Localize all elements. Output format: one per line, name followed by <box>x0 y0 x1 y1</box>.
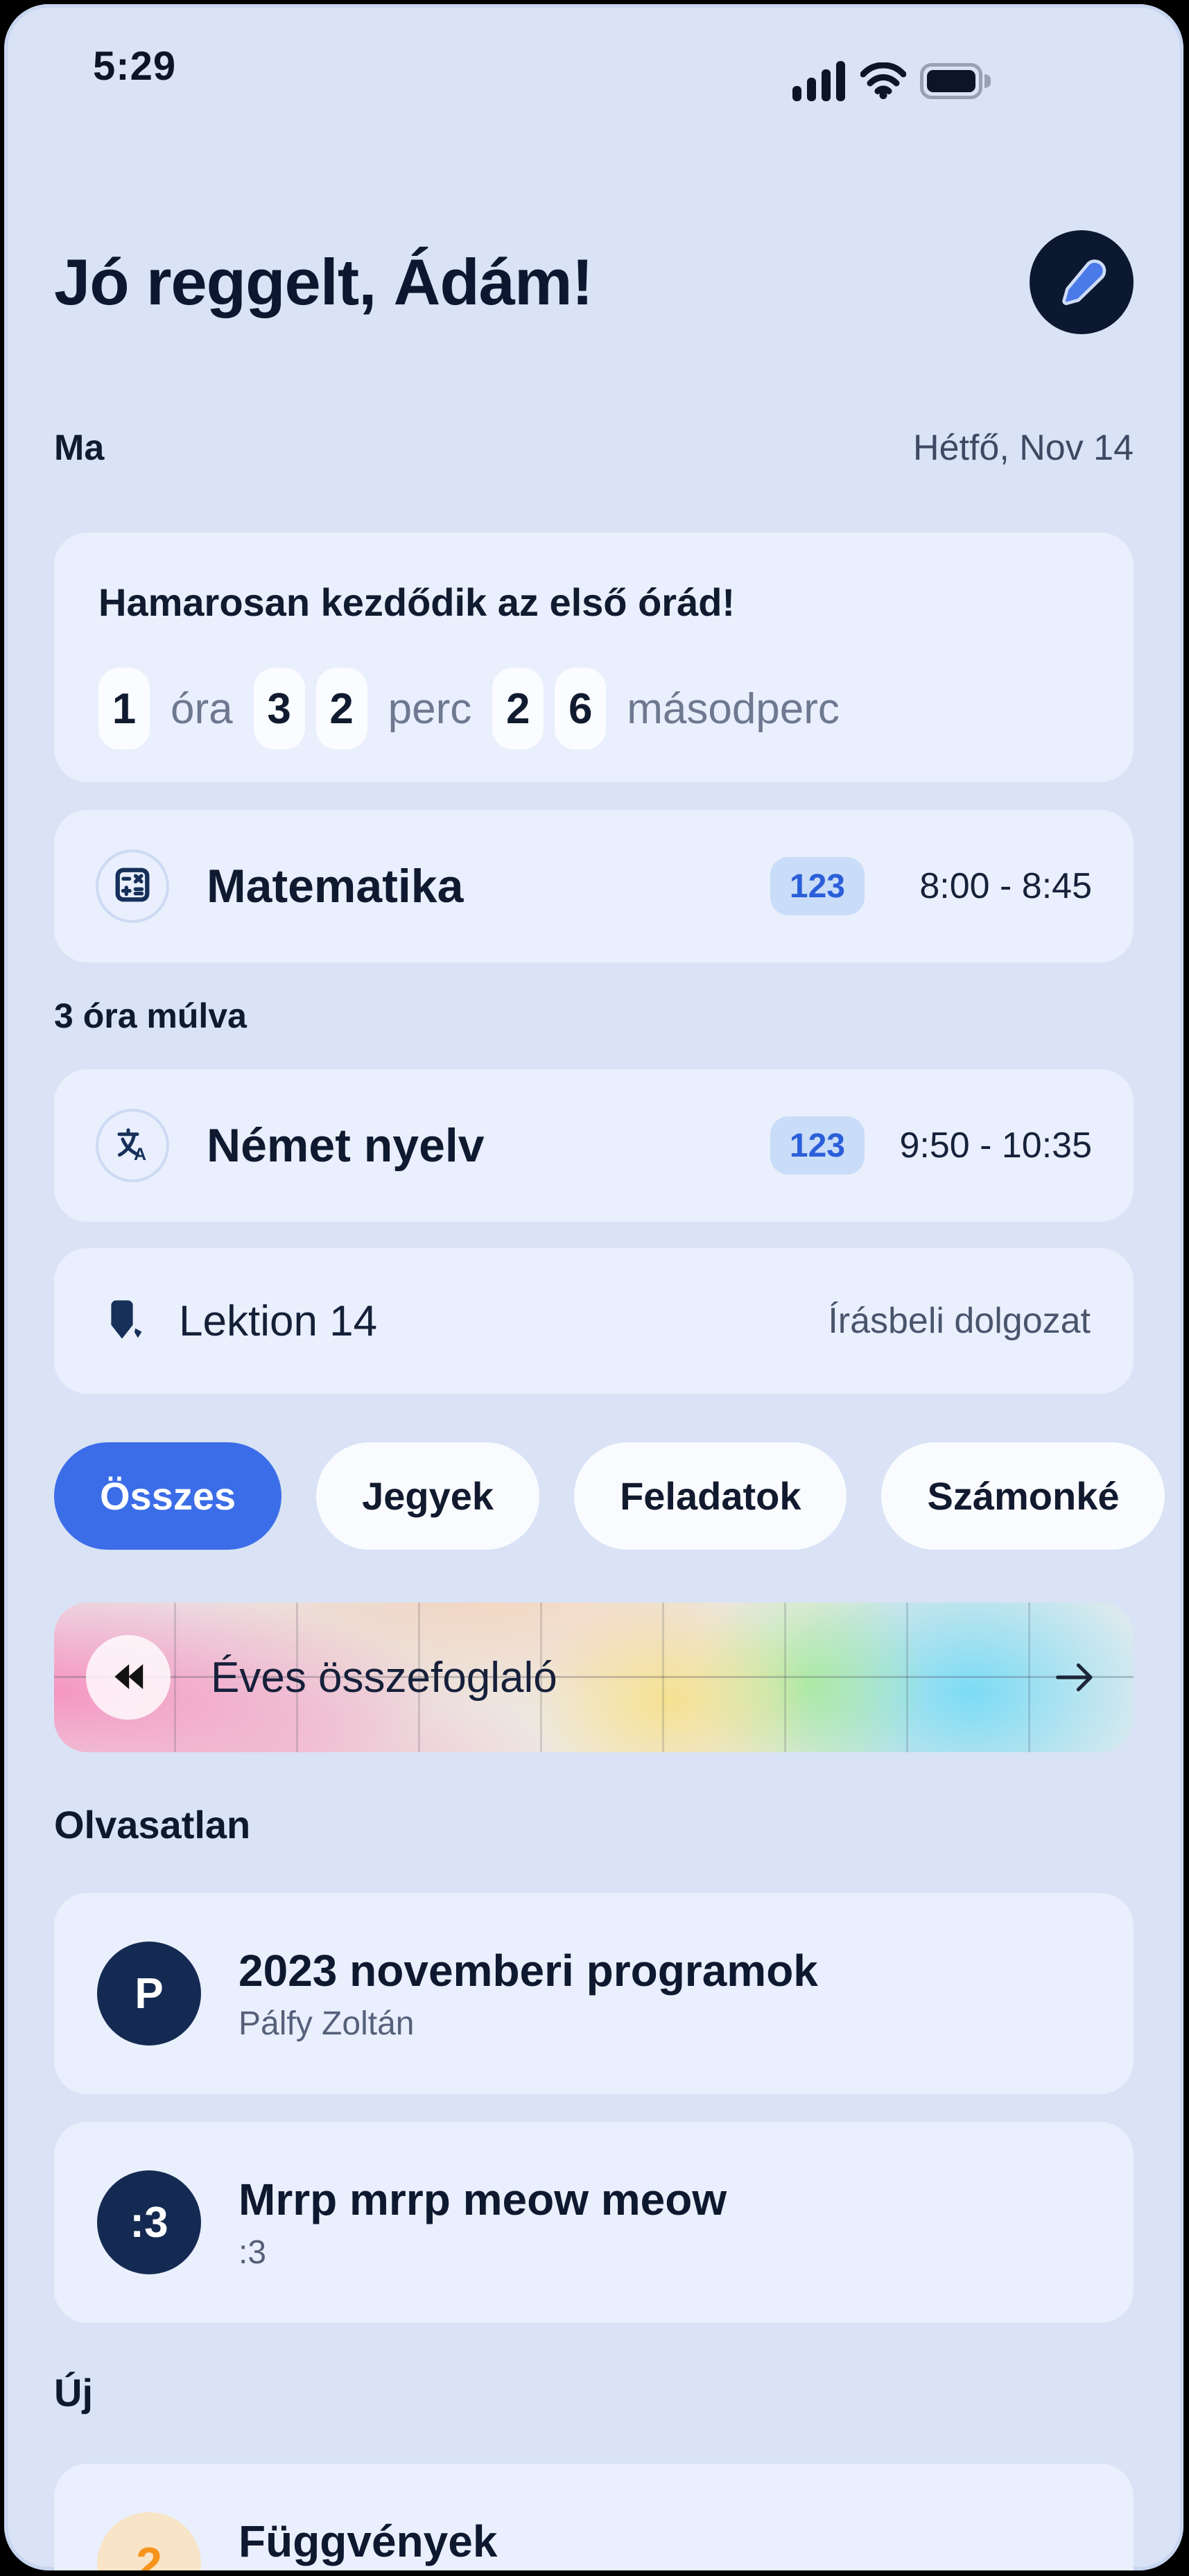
svg-text:A: A <box>134 1145 146 1164</box>
battery-icon <box>920 63 991 103</box>
countdown-digit: 2 <box>492 668 544 750</box>
today-date: Hétfő, Nov 14 <box>913 428 1134 468</box>
status-bar: 5:29 <box>4 4 1183 115</box>
lesson-icon-circle: A <box>96 1109 169 1182</box>
room-badge: 123 <box>770 1116 865 1175</box>
avatar: 2 <box>97 2512 201 2570</box>
filter-chip-jegyek[interactable]: Jegyek <box>316 1442 540 1550</box>
countdown-row: 1 óra 3 2 perc 2 6 másodperc <box>98 668 1089 750</box>
avatar: :3 <box>97 2170 201 2274</box>
section-heading-new: Új <box>54 2371 93 2414</box>
countdown-unit-label: másodperc <box>627 684 840 733</box>
page-title: Jó reggelt, Ádám! <box>54 245 593 318</box>
status-icons <box>792 61 991 105</box>
calculator-icon <box>112 865 153 908</box>
message-card[interactable]: P 2023 novemberi programok Pálfy Zoltán <box>54 1893 1134 2094</box>
countdown-digit: 3 <box>253 668 305 750</box>
filter-chips: Összes Jegyek Feladatok Számonké <box>54 1442 1165 1550</box>
lesson-subject: Matematika <box>207 860 464 913</box>
section-heading-unread: Olvasatlan <box>54 1803 251 1847</box>
countdown-digit: 6 <box>555 668 607 750</box>
message-title: Mrrp mrrp meow meow <box>238 2174 727 2224</box>
message-body: 2023 novemberi programok Pálfy Zoltán <box>238 1945 818 2043</box>
signal-icon <box>792 61 847 105</box>
wifi-icon <box>860 62 907 103</box>
task-note: Írásbeli dolgozat <box>828 1301 1091 1341</box>
lesson-card-nemet[interactable]: A Német nyelv 123 9:50 - 10:35 <box>54 1069 1134 1222</box>
message-card[interactable]: :3 Mrrp mrrp meow meow :3 <box>54 2122 1134 2323</box>
message-title: 2023 novemberi programok <box>238 1945 818 1996</box>
lesson-subject: Német nyelv <box>207 1119 485 1172</box>
countdown-digit: 1 <box>98 668 150 750</box>
message-body: Függvények Matematika <box>238 2516 497 2571</box>
today-label: Ma <box>54 428 105 468</box>
phone-screen: 5:29 Jó <box>4 4 1183 2570</box>
today-row: Ma Hétfő, Nov 14 <box>54 427 1134 469</box>
exam-pen-icon <box>97 1295 147 1348</box>
room-badge: 123 <box>770 857 865 915</box>
rewind-button[interactable] <box>86 1635 171 1720</box>
arrow-right-icon[interactable] <box>1048 1658 1102 1697</box>
translate-icon: A <box>112 1123 153 1168</box>
lesson-time: 8:00 - 8:45 <box>919 866 1092 906</box>
lesson-icon-circle <box>96 849 169 923</box>
lesson-card-matematika[interactable]: Matematika 123 8:00 - 8:45 <box>54 810 1134 962</box>
countdown-digit: 2 <box>315 668 367 750</box>
status-time: 5:29 <box>93 44 177 89</box>
lesson-time: 9:50 - 10:35 <box>899 1125 1092 1166</box>
countdown-card: Hamarosan kezdődik az első órád! 1 óra 3… <box>54 533 1134 782</box>
message-sender: :3 <box>238 2233 267 2271</box>
countdown-unit-label: óra <box>171 684 233 733</box>
edit-button[interactable] <box>1030 230 1134 334</box>
countdown-unit-label: perc <box>388 684 472 733</box>
countdown-title: Hamarosan kezdődik az első órád! <box>98 580 736 624</box>
header: Jó reggelt, Ádám! <box>54 230 1134 334</box>
new-item-card[interactable]: 2 Függvények Matematika <box>54 2464 1134 2570</box>
yearly-summary-banner[interactable]: Éves összefoglaló <box>54 1602 1134 1752</box>
rewind-icon <box>112 1662 145 1693</box>
banner-title: Éves összefoglaló <box>211 1653 557 1702</box>
message-body: Mrrp mrrp meow meow :3 <box>238 2174 727 2272</box>
new-item-title: Függvények <box>238 2516 498 2566</box>
pencil-icon <box>1052 252 1111 313</box>
next-lesson-label: 3 óra múlva <box>54 996 247 1035</box>
filter-chip-feladatok[interactable]: Feladatok <box>574 1442 847 1550</box>
avatar: P <box>97 1942 201 2046</box>
task-card-lektion[interactable]: Lektion 14 Írásbeli dolgozat <box>54 1248 1134 1394</box>
task-title: Lektion 14 <box>179 1297 378 1345</box>
filter-chip-osszes[interactable]: Összes <box>54 1442 282 1550</box>
filter-chip-szamonkeresek[interactable]: Számonké <box>881 1442 1165 1550</box>
message-sender: Pálfy Zoltán <box>238 2005 415 2042</box>
